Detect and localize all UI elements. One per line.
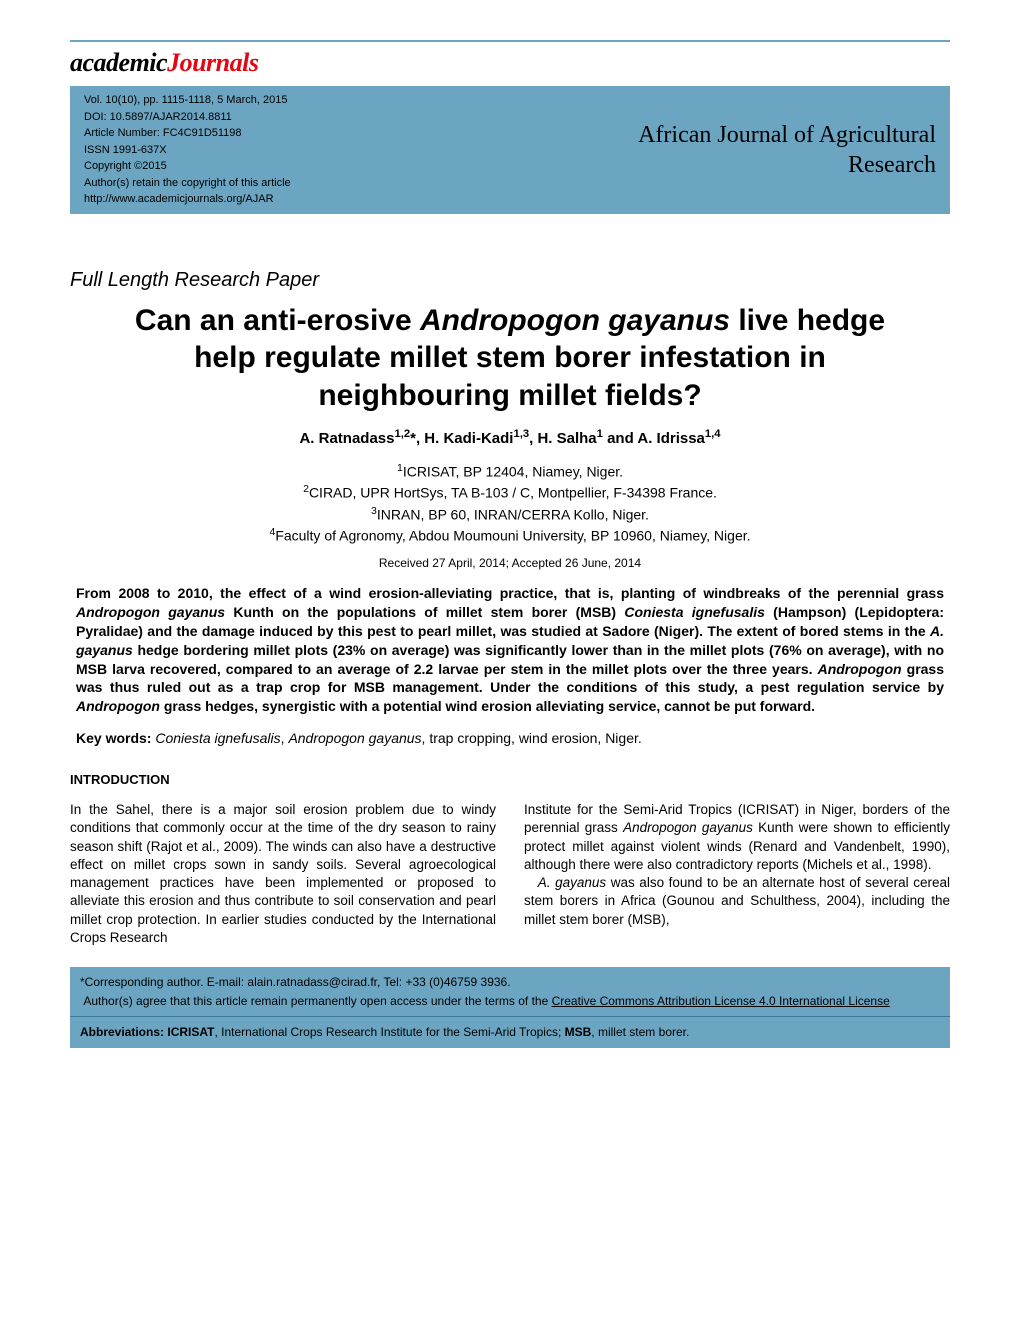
logo-journals: Journals — [167, 48, 258, 77]
intro-col-right: Institute for the Semi-Arid Tropics (ICR… — [524, 801, 950, 947]
corresponding-author: *Corresponding author. E-mail: alain.rat… — [80, 973, 940, 992]
header-meta-box: Vol. 10(10), pp. 1115-1118, 5 March, 201… — [70, 86, 950, 214]
meta-vol: Vol. 10(10), pp. 1115-1118, 5 March, 201… — [84, 92, 291, 109]
publisher-logo: academicJournals — [70, 48, 950, 78]
meta-issn: ISSN 1991-637X — [84, 142, 291, 159]
keywords-label: Key words: — [76, 730, 151, 746]
title-line2: help regulate millet stem borer infestat… — [194, 341, 826, 374]
journal-name-line2: Research — [848, 152, 936, 178]
footer-divider — [70, 1016, 950, 1017]
logo-academic: academic — [70, 48, 167, 77]
license-line: Author(s) agree that this article remain… — [80, 992, 940, 1011]
title-species: Andropogon gayanus — [420, 304, 730, 337]
license-link[interactable]: Creative Commons Attribution License 4.0… — [552, 994, 890, 1008]
affil-4: 4Faculty of Agronomy, Abdou Moumouni Uni… — [70, 525, 950, 546]
affil-1: 1ICRISAT, BP 12404, Niamey, Niger. — [70, 461, 950, 482]
title-part1: Can an anti-erosive — [135, 304, 420, 337]
intro-columns: In the Sahel, there is a major soil eros… — [70, 801, 950, 947]
title-line3: neighbouring millet fields? — [318, 379, 701, 412]
abstract: From 2008 to 2010, the effect of a wind … — [76, 584, 944, 716]
abbreviations-line: Abbreviations: ICRISAT, International Cr… — [80, 1023, 940, 1042]
journal-name: African Journal of Agricultural Research — [638, 120, 936, 180]
dates: Received 27 April, 2014; Accepted 26 Jun… — [70, 556, 950, 570]
affil-2: 2CIRAD, UPR HortSys, TA B-103 / C, Montp… — [70, 482, 950, 503]
affil-3: 3INRAN, BP 60, INRAN/CERRA Kollo, Niger. — [70, 504, 950, 525]
footer-box: *Corresponding author. E-mail: alain.rat… — [70, 967, 950, 1048]
title-part1c: live hedge — [730, 304, 885, 337]
meta-block: Vol. 10(10), pp. 1115-1118, 5 March, 201… — [84, 92, 291, 208]
keywords-text: Coniesta ignefusalis, Andropogon gayanus… — [155, 730, 641, 746]
paper-title: Can an anti-erosive Andropogon gayanus l… — [70, 302, 950, 415]
intro-col-left: In the Sahel, there is a major soil eros… — [70, 801, 496, 947]
abbrev-text: ICRISAT, International Crops Research In… — [164, 1025, 689, 1039]
authors: A. Ratnadass1,2*, H. Kadi-Kadi1,3, H. Sa… — [70, 428, 950, 447]
affiliations: 1ICRISAT, BP 12404, Niamey, Niger. 2CIRA… — [70, 461, 950, 546]
journal-name-line1: African Journal of Agricultural — [638, 122, 936, 148]
top-rule — [70, 40, 950, 42]
meta-copyright: Copyright ©2015 — [84, 158, 291, 175]
meta-article-number: Article Number: FC4C91D51198 — [84, 125, 291, 142]
license-pre: Author(s) agree that this article remain… — [83, 994, 551, 1008]
keywords: Key words: Coniesta ignefusalis, Andropo… — [76, 730, 944, 746]
paper-type: Full Length Research Paper — [70, 269, 950, 292]
intro-heading: INTRODUCTION — [70, 772, 950, 787]
meta-doi: DOI: 10.5897/AJAR2014.8811 — [84, 109, 291, 126]
abbrev-label: Abbreviations: — [80, 1025, 164, 1039]
meta-url[interactable]: http://www.academicjournals.org/AJAR — [84, 191, 291, 208]
meta-retain: Author(s) retain the copyright of this a… — [84, 175, 291, 192]
